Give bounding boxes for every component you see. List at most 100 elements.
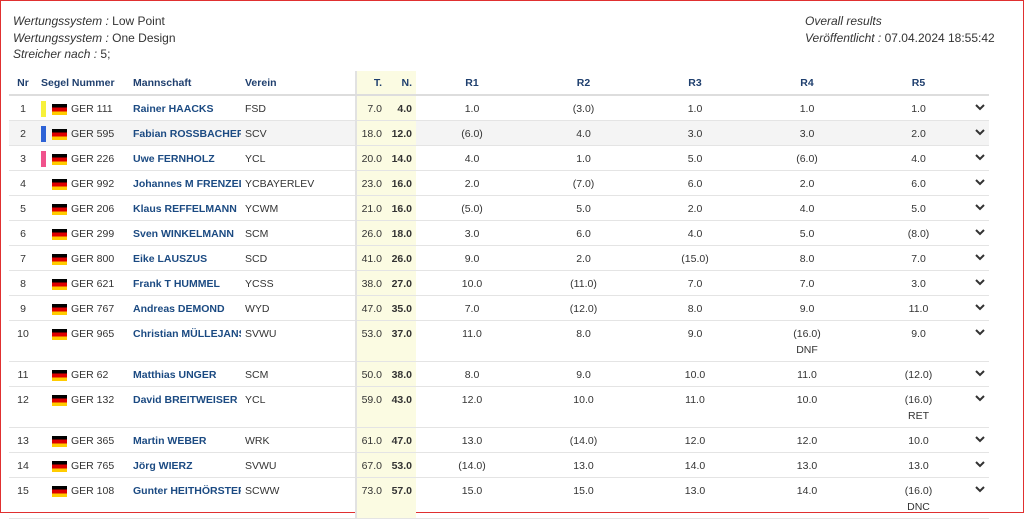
race-score: 9.0 — [639, 320, 751, 362]
expand-chevron[interactable] — [974, 328, 986, 338]
marker-flag — [37, 170, 67, 196]
marker-flag — [37, 120, 67, 146]
total: 21.0 — [355, 195, 386, 221]
race-score: 4.0 — [751, 195, 863, 221]
value: Low Point — [112, 14, 165, 28]
race-score: 7.0 — [639, 270, 751, 296]
race-score: 9.0 — [863, 320, 974, 362]
expand-cell — [974, 170, 989, 196]
flag — [52, 395, 67, 406]
race-score: (12.0) — [863, 361, 974, 387]
race-score: 6.0 — [528, 220, 639, 246]
race-score: 10.0 — [639, 361, 751, 387]
expand-chevron[interactable] — [974, 435, 986, 445]
color-marker — [41, 251, 46, 267]
column-header: R3 — [639, 71, 751, 96]
expand-chevron[interactable] — [974, 153, 986, 163]
race-score: 8.0 — [639, 295, 751, 321]
scoring-info: Wertungssystem : Low Point Wertungssystem… — [13, 13, 176, 63]
race-score: 12.0 — [639, 427, 751, 453]
expand-cell — [974, 320, 989, 362]
crew: Frank T HUMMEL — [129, 270, 241, 296]
flag — [52, 279, 67, 290]
flag — [52, 329, 67, 340]
race-score: 14.0 — [751, 477, 863, 519]
race-score: 13.0 — [639, 477, 751, 519]
sail-number: GER 965 — [67, 320, 129, 362]
result-row: 11 GER 62 Matthias UNGER SCM 50.0 38.0 8.0 9.0 1… — [9, 361, 989, 387]
crew: Johannes M FRENZEL — [129, 170, 241, 196]
crew: Klaus REFFELMANN — [129, 195, 241, 221]
sail-number: GER 111 — [67, 95, 129, 121]
value: 5; — [100, 47, 111, 61]
race-score: 5.0 — [751, 220, 863, 246]
rank: 9 — [9, 295, 37, 321]
race-score: 1.0 — [751, 95, 863, 121]
race-score: 10.0 — [416, 270, 528, 296]
results-table: Nr Segel Nummer Mannschaft Verein T. N. R1 R2 R3… — [9, 71, 989, 519]
sail-number: GER 108 — [67, 477, 129, 519]
crew: Matthias UNGER — [129, 361, 241, 387]
expand-chevron[interactable] — [974, 203, 986, 213]
expand-chevron[interactable] — [974, 460, 986, 470]
crew: Gunter HEITHÖRSTER — [129, 477, 241, 519]
expand-cell — [974, 95, 989, 121]
crew: Sven WINKELMANN — [129, 220, 241, 246]
race-score: (8.0) — [863, 220, 974, 246]
rank: 13 — [9, 427, 37, 453]
column-header-spacer — [974, 71, 989, 96]
color-marker — [41, 176, 46, 192]
expand-chevron[interactable] — [974, 178, 986, 188]
net: 26.0 — [386, 245, 416, 271]
rank: 4 — [9, 170, 37, 196]
net: 27.0 — [386, 270, 416, 296]
score: (16.0) — [904, 485, 933, 497]
code: RET — [908, 410, 929, 422]
race-score: 2.0 — [416, 170, 528, 196]
expand-chevron[interactable] — [974, 128, 986, 138]
race-score: 9.0 — [416, 245, 528, 271]
race-score: 8.0 — [416, 361, 528, 387]
flag — [52, 154, 67, 165]
expand-chevron[interactable] — [974, 253, 986, 263]
expand-chevron[interactable] — [974, 278, 986, 288]
rank: 14 — [9, 452, 37, 478]
expand-chevron[interactable] — [974, 485, 986, 495]
column-header: R2 — [528, 71, 639, 96]
club: SCM — [241, 220, 356, 246]
expand-chevron[interactable] — [974, 303, 986, 313]
crew: Jörg WIERZ — [129, 452, 241, 478]
expand-chevron[interactable] — [974, 103, 986, 113]
value: 07.04.2024 18:55:42 — [884, 30, 995, 45]
race-score: 7.0 — [751, 270, 863, 296]
marker-flag — [37, 320, 67, 362]
expand-cell — [974, 427, 989, 453]
expand-chevron[interactable] — [974, 394, 986, 404]
expand-cell — [974, 361, 989, 387]
race-score: 9.0 — [751, 295, 863, 321]
expand-chevron[interactable] — [974, 228, 986, 238]
code: DNC — [907, 501, 930, 513]
label: Wertungssystem : — [13, 30, 109, 45]
race-score: (6.0) — [416, 120, 528, 146]
net: 16.0 — [386, 195, 416, 221]
net: 57.0 — [386, 477, 416, 519]
club: SCV — [241, 120, 356, 146]
column-header: R1 — [416, 71, 528, 96]
sail-number: GER 365 — [67, 427, 129, 453]
result-row: 14 GER 765 Jörg WIERZ SVWU 67.0 53.0 (14.0) 13.… — [9, 452, 989, 478]
club: YCL — [241, 386, 356, 428]
net: 4.0 — [386, 95, 416, 121]
expand-chevron[interactable] — [974, 369, 986, 379]
race-score: (11.0) — [528, 270, 639, 296]
column-header: Mannschaft — [129, 71, 241, 96]
column-header: Verein — [241, 71, 356, 96]
expand-cell — [974, 295, 989, 321]
expand-cell — [974, 120, 989, 146]
expand-cell — [974, 220, 989, 246]
result-row: 12 GER 132 David BREITWEISER YCL 59.0 43.0 12.… — [9, 386, 989, 428]
race-score: 8.0 — [751, 245, 863, 271]
marker-flag — [37, 361, 67, 387]
race-score: 15.0 — [528, 477, 639, 519]
race-score: 8.0 — [528, 320, 639, 362]
